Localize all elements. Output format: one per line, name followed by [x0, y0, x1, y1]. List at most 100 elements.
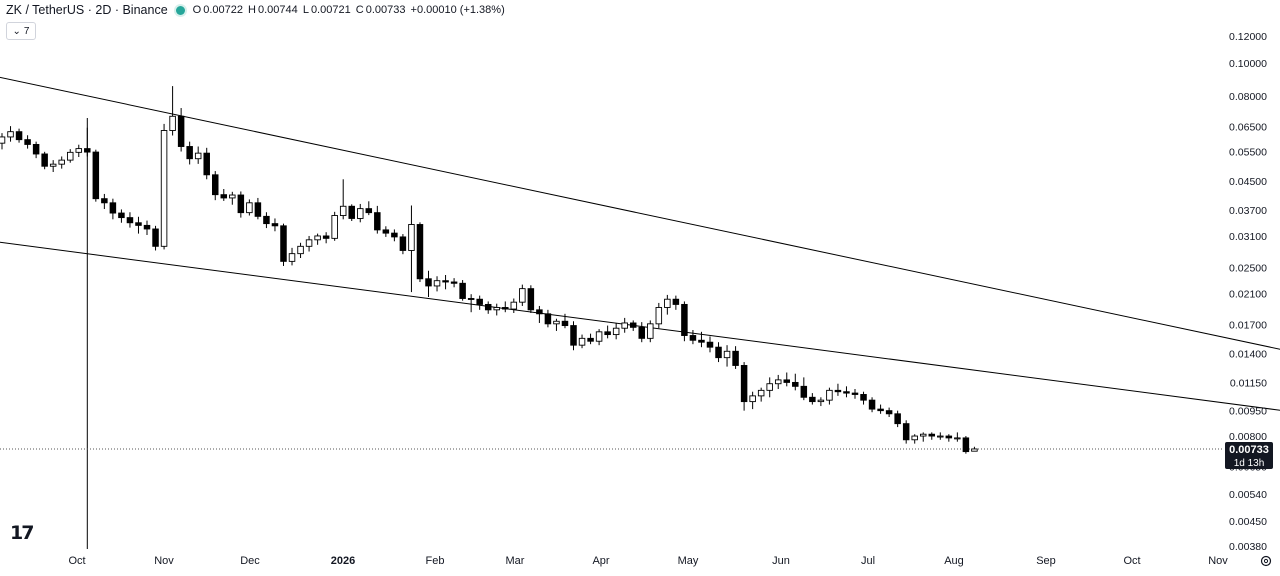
candle — [305, 235, 313, 252]
candle-body — [101, 198, 108, 204]
candle — [194, 146, 202, 164]
candle-body — [723, 350, 731, 359]
candle-body — [971, 448, 978, 452]
open-value: 0.00722 — [203, 4, 243, 16]
candle-body — [621, 322, 628, 329]
candle — [843, 386, 850, 398]
x-tick-label: Nov — [1208, 555, 1228, 567]
candle — [143, 220, 151, 236]
candle-body — [374, 212, 381, 231]
candle-body — [450, 281, 458, 284]
x-tick-label: Jun — [772, 555, 790, 567]
candle-body — [416, 224, 424, 280]
candle — [962, 436, 970, 454]
candle-body — [587, 337, 594, 342]
candle — [885, 407, 893, 418]
y-tick-label: 0.05500 — [1229, 146, 1267, 158]
y-tick-label: 0.12000 — [1229, 31, 1267, 43]
candle — [450, 278, 458, 288]
candle — [365, 201, 373, 216]
candle-body — [834, 389, 842, 393]
candle — [757, 387, 765, 402]
candle — [288, 247, 296, 266]
candle-body — [271, 223, 279, 227]
y-tick-label: 0.00380 — [1229, 541, 1267, 553]
settings-gear-icon[interactable] — [1260, 555, 1272, 567]
candle-body — [766, 383, 773, 391]
candle — [109, 198, 117, 220]
candle — [314, 233, 321, 245]
candle-body — [322, 235, 330, 239]
x-tick-label: Feb — [426, 555, 445, 567]
candle — [32, 141, 40, 159]
candle-body — [689, 335, 697, 341]
trendline-upper[interactable] — [0, 71, 1280, 461]
candle-body — [305, 239, 313, 247]
candle-body — [774, 379, 782, 385]
candle-body — [809, 396, 816, 403]
candle — [681, 301, 688, 342]
candle-body — [75, 148, 83, 153]
candle — [135, 216, 142, 234]
candle-body — [698, 339, 705, 343]
candle — [826, 387, 833, 405]
y-tick-label: 0.01700 — [1229, 320, 1267, 332]
candle — [220, 189, 228, 201]
candle-body — [860, 394, 867, 401]
symbol-title[interactable]: ZK / TetherUS · 2D · Binance — [6, 3, 168, 17]
trendline-lower[interactable] — [0, 220, 1280, 475]
candle-body — [919, 433, 927, 437]
candle-body — [186, 146, 193, 160]
candle — [49, 160, 57, 172]
candle — [672, 295, 680, 310]
candle-body — [24, 139, 31, 145]
x-tick-label: May — [678, 555, 699, 567]
candle-body — [476, 298, 483, 305]
candle — [945, 434, 953, 442]
candle-body — [348, 205, 355, 219]
candle — [706, 336, 714, 353]
x-tick-label: Nov — [154, 555, 174, 567]
candle — [629, 320, 637, 331]
candle-body — [66, 151, 74, 161]
ohlc-values: O 0.00722 H 0.00744 L 0.00721 C 0.00733 +0.0… — [193, 4, 507, 16]
candle — [612, 322, 620, 340]
close-label: C — [355, 4, 364, 16]
candle — [911, 434, 918, 444]
tradingview-logo[interactable]: 17 — [10, 522, 34, 544]
x-tick-label: Apr — [592, 555, 609, 567]
candle-body — [0, 136, 6, 144]
candle — [553, 318, 560, 331]
x-tick-label: Dec — [240, 555, 260, 567]
candle-body — [442, 280, 449, 283]
candle — [442, 274, 449, 290]
candle-body — [177, 115, 185, 147]
candle — [689, 330, 697, 345]
candle-body — [194, 152, 202, 160]
candle — [877, 404, 884, 414]
candle — [783, 372, 791, 387]
candle — [126, 212, 134, 228]
high-value: 0.00744 — [257, 4, 298, 16]
candle-body — [655, 307, 663, 325]
candle — [493, 303, 500, 316]
candle-body — [740, 365, 748, 403]
candle — [732, 346, 739, 369]
candle-body — [339, 205, 347, 216]
candle — [578, 334, 586, 349]
indicators-toggle-button[interactable]: ⌄ 7 — [6, 22, 36, 40]
candle-body — [681, 303, 688, 336]
candle — [570, 321, 577, 351]
candle-body — [851, 392, 859, 395]
candle-body — [15, 131, 23, 141]
candle-body — [527, 288, 535, 311]
y-tick-label: 0.01400 — [1229, 348, 1267, 360]
candle — [561, 313, 569, 329]
change-value: +0.00010 (+1.38%) — [410, 4, 505, 16]
candle — [851, 388, 859, 399]
candle-body — [92, 151, 100, 200]
candle-body — [937, 435, 944, 438]
candle-body — [885, 410, 893, 415]
